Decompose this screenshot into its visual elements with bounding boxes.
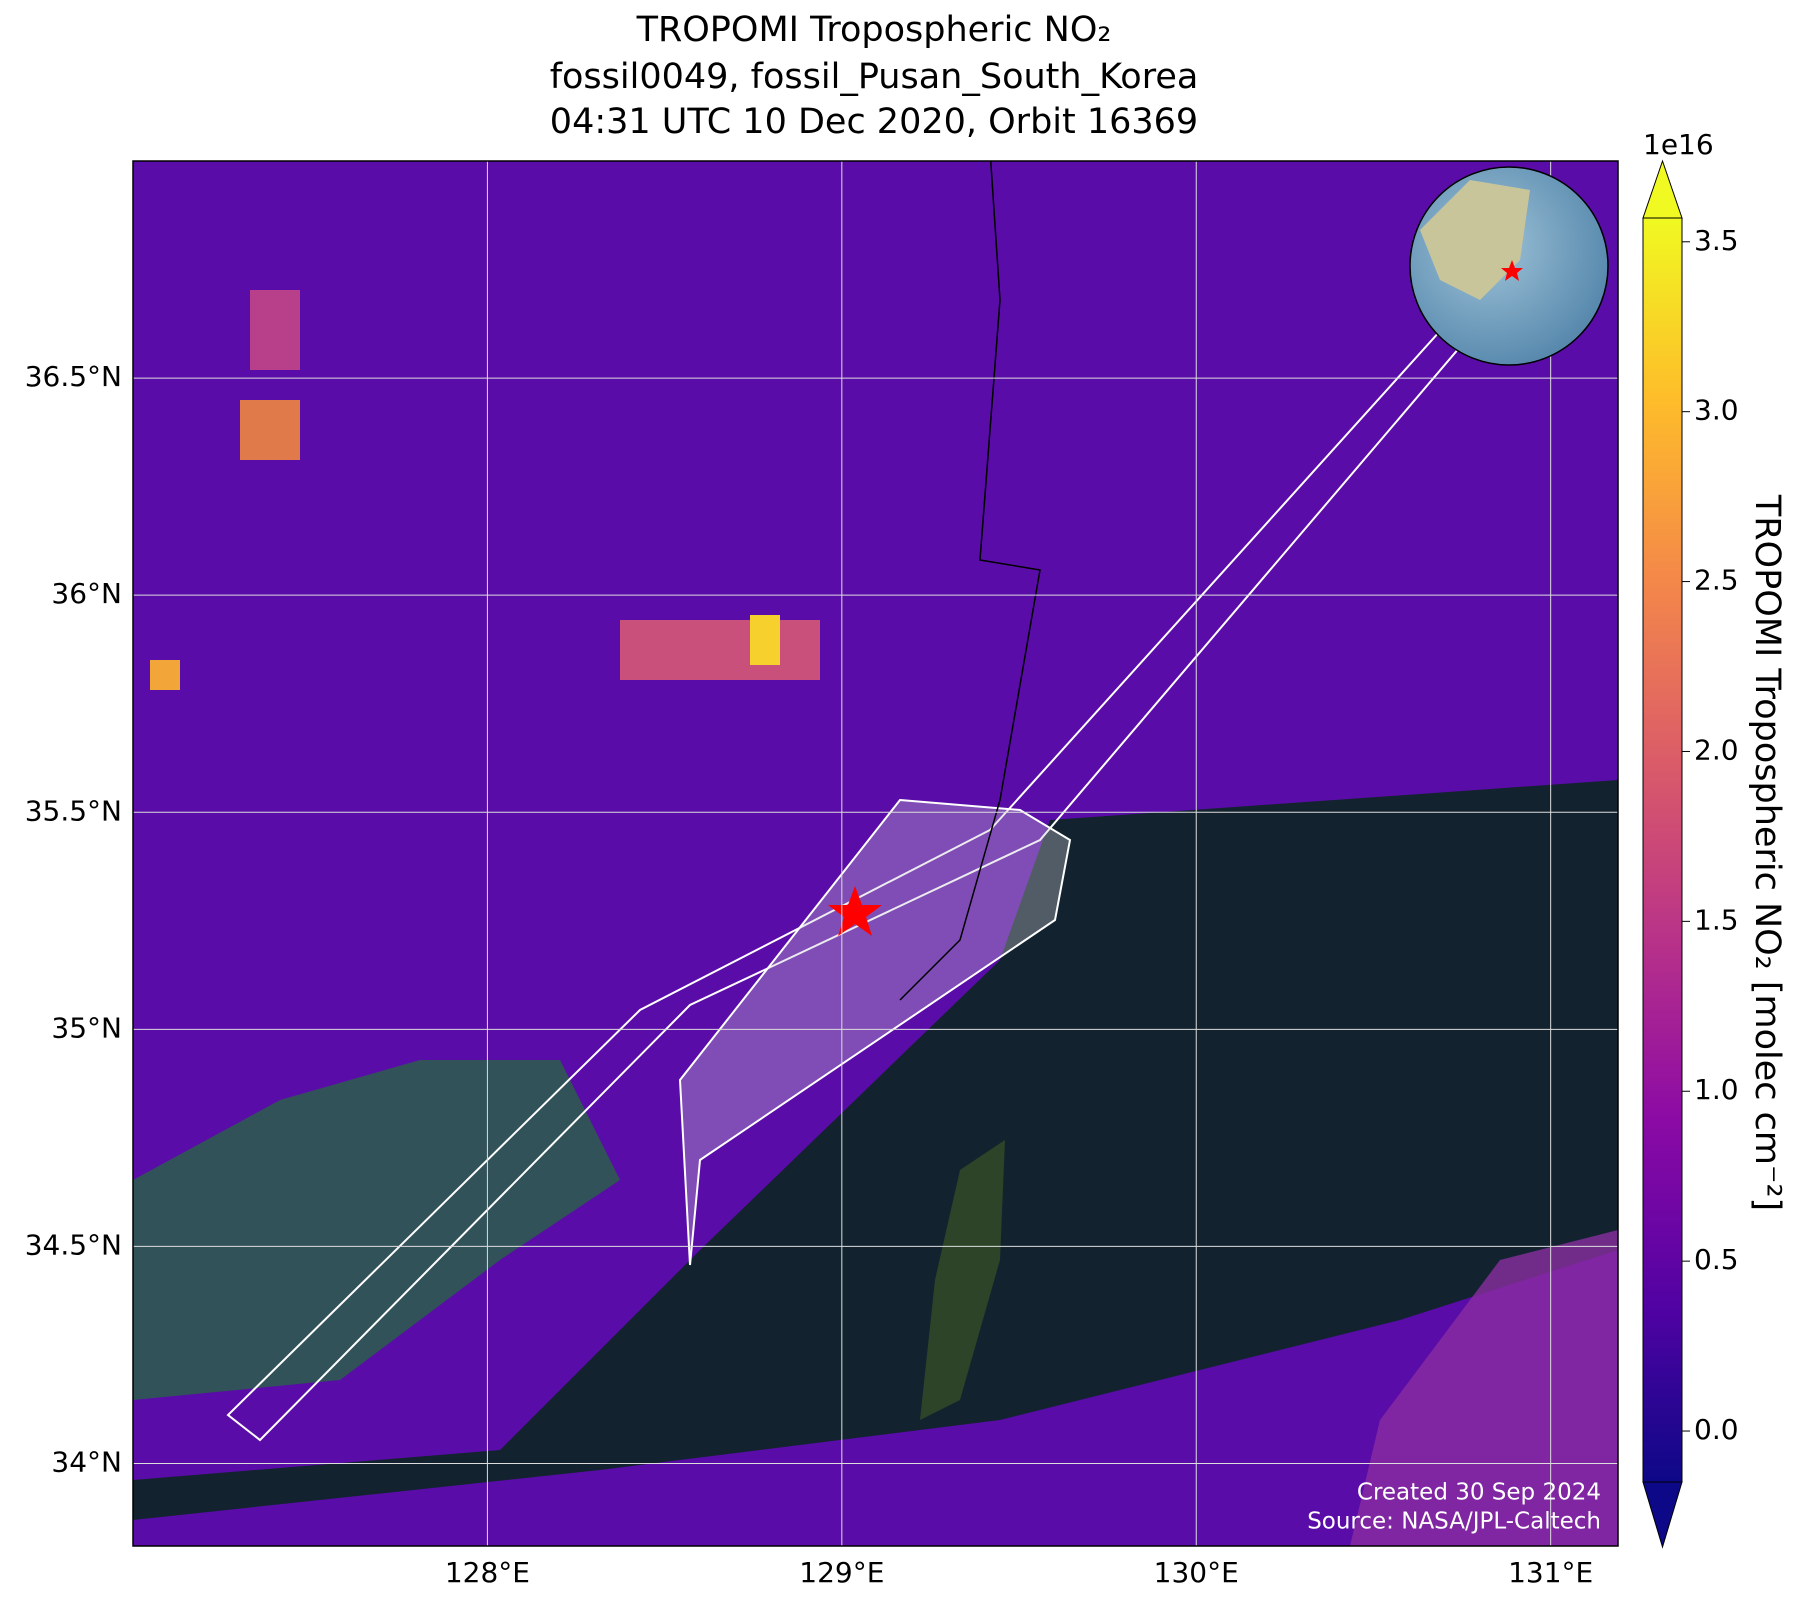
no2-hotspot	[750, 615, 780, 665]
island	[920, 1140, 1005, 1420]
title-line: 04:31 UTC 10 Dec 2020, Orbit 16369	[550, 102, 1198, 142]
y-tick-label: 35°N	[51, 1011, 122, 1044]
no2-hotspot	[240, 400, 300, 460]
y-tick-label: 34.5°N	[25, 1228, 122, 1261]
colorbar-tick-label: 2.5	[1694, 564, 1739, 597]
coastline	[899, 161, 1041, 1001]
x-tick-label: 129°E	[799, 1556, 884, 1589]
colorbar-extend-high	[1642, 159, 1683, 219]
y-tick-label: 35.5°N	[25, 794, 122, 827]
colorbar-tick-label: 0.0	[1694, 1413, 1739, 1446]
map-area	[133, 161, 1618, 1546]
y-tick-label: 36°N	[51, 577, 122, 610]
colorbar-tick-label: 3.0	[1694, 394, 1739, 427]
x-tick-label: 131°E	[1508, 1556, 1593, 1589]
title-line: fossil0049, fossil_Pusan_South_Korea	[550, 57, 1199, 97]
colorbar-extend-low	[1642, 1481, 1683, 1549]
site-marker	[828, 886, 882, 936]
colorbar-multiplier: 1e16	[1643, 128, 1714, 161]
no-data-sea	[133, 780, 1618, 1520]
y-tick-label: 36.5°N	[25, 360, 122, 393]
footprint-grid	[226, 299, 1501, 1442]
grid	[133, 161, 1618, 1546]
colorbar-tick-label: 2.0	[1694, 733, 1739, 766]
x-tick-label: 130°E	[1154, 1556, 1239, 1589]
map-frame	[132, 160, 1619, 1547]
colorbar-label: TROPOMI Tropospheric NO₂ [molec cm⁻²]	[1747, 494, 1787, 1211]
no2-hotspot	[150, 660, 180, 690]
globe-land	[1420, 180, 1530, 300]
annotation: Source: NASA/JPL-Caltech	[1307, 1509, 1601, 1535]
colorbar-tick-label: 3.5	[1694, 224, 1739, 257]
footprint-grid	[678, 798, 1072, 1266]
no2-hotspot	[620, 620, 820, 680]
colorbar-scale	[1642, 217, 1683, 1483]
x-tick-label: 128°E	[445, 1556, 530, 1589]
no2-hotspot	[250, 290, 300, 370]
colorbar-tick-label: 0.5	[1694, 1243, 1739, 1276]
colorbar-tick-label: 1.5	[1694, 903, 1739, 936]
colorbar-tick-label: 1.0	[1694, 1073, 1739, 1106]
globe-site-marker	[1501, 260, 1523, 281]
y-tick-label: 34°N	[51, 1446, 122, 1479]
colorbar: 0.0 0.5 1.0 1.5 2.0 2.5 3.0 3.5	[1642, 159, 1739, 1549]
title-line: TROPOMI Tropospheric NO₂	[636, 10, 1112, 50]
annotation: Created 30 Sep 2024	[1357, 1480, 1601, 1506]
terrain	[133, 1060, 620, 1400]
